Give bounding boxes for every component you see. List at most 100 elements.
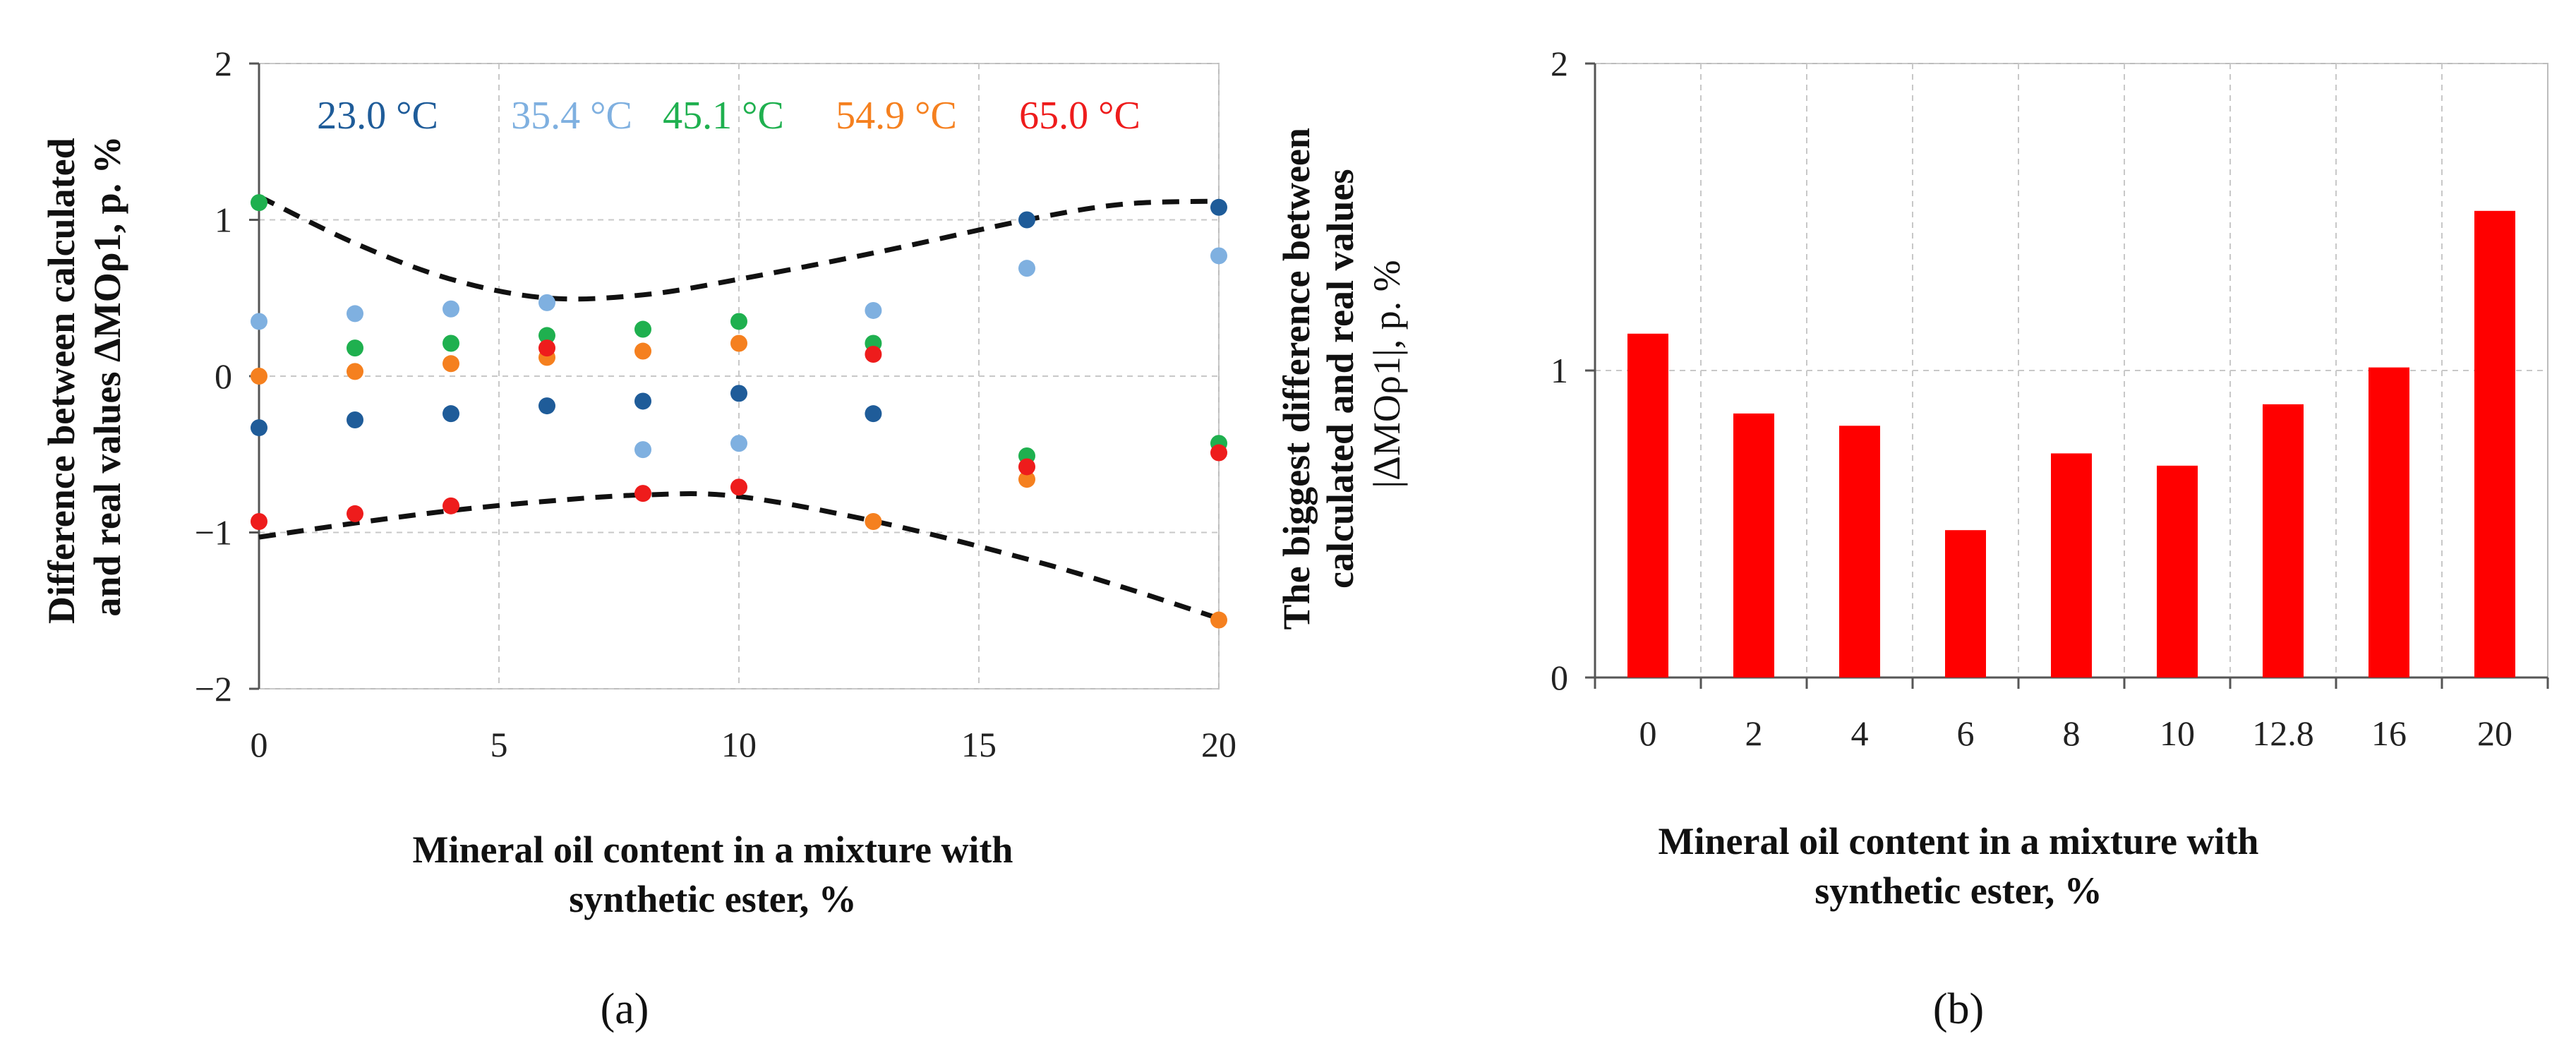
panel-a-point-354 xyxy=(443,300,459,318)
panel-b-bar-8 xyxy=(2051,453,2092,677)
panel-b-bar-10 xyxy=(2157,465,2198,677)
panel-a-point-549 xyxy=(730,335,747,352)
panel-a-legend-entry: 35.4 °C xyxy=(511,94,632,138)
panel-b-bar-16 xyxy=(2369,367,2409,677)
panel-a-point-451 xyxy=(538,327,555,344)
panel-a-y-axis-title-line-1: Difference between calculated xyxy=(40,138,83,624)
panel-a-label: (a) xyxy=(601,985,649,1033)
panel-b-x-tick-label: 6 xyxy=(1957,713,1975,753)
panel-a-point-451 xyxy=(347,339,363,357)
panel-a-x-tick-label: 15 xyxy=(961,725,997,764)
panel-a-point-549 xyxy=(634,342,651,360)
panel-a-x-axis-title-line-1: Mineral oil content in a mixture with xyxy=(413,829,1013,871)
panel-a-point-230 xyxy=(251,419,267,437)
panel-b-y-axis-title-line-3: |ΔMOρ1|, p. % xyxy=(1366,260,1408,488)
panel-a-lower-envelope-line xyxy=(258,491,1220,621)
panel-b-y-tick-label: 0 xyxy=(1551,658,1568,697)
panel-a-point-354 xyxy=(1018,260,1035,277)
panel-b-x-tick-label: 2 xyxy=(1745,713,1763,753)
panel-a-y-axis-title-line-2: and real values ΔMOρ1, p. % xyxy=(86,135,128,616)
panel-b-x-axis-title-line-2: synthetic ester, % xyxy=(1814,869,2102,912)
panel-a-point-230 xyxy=(1210,198,1227,216)
panel-a-point-230 xyxy=(634,392,651,410)
panel-a-point-451 xyxy=(730,313,747,330)
panel-a-point-549 xyxy=(251,368,267,385)
panel-a-y-tick-label: 1 xyxy=(215,200,232,240)
panel-b-x-tick-label: 0 xyxy=(1639,713,1657,753)
panel-b-bar-2 xyxy=(1733,413,1774,677)
panel-b-y-tick-label: 2 xyxy=(1551,44,1568,83)
panel-b-y-axis-title-line-1: The biggest difference between xyxy=(1275,128,1318,630)
panel-a-legend-entry: 45.1 °C xyxy=(663,94,784,138)
panel-b-x-tick-label: 4 xyxy=(1851,713,1869,753)
panel-a-point-354 xyxy=(634,441,651,459)
panel-a-point-650 xyxy=(730,478,747,496)
panel-a-x-ticks: 0 5 10 15 20 xyxy=(251,725,1237,764)
panel-a-point-650 xyxy=(347,505,363,522)
panel-b-y-ticks: 0 1 2 xyxy=(1551,44,1568,697)
panel-a-point-354 xyxy=(251,313,267,330)
panel-a-point-354 xyxy=(538,294,555,311)
panel-b-x-tick-label: 8 xyxy=(2063,713,2081,753)
panel-a-point-549 xyxy=(1210,611,1227,629)
panel-a-data-points xyxy=(251,194,1227,629)
panel-a-scatter-chart: −2 −1 0 1 2 0 5 10 15 20 23.0 °C 35.4 °C 45.1 °C 54… xyxy=(40,44,1236,1033)
panel-b-x-tick-label: 20 xyxy=(2477,713,2512,753)
panel-b-y-axis-title-line-2: calculated and real values xyxy=(1319,169,1361,589)
panel-a-point-451 xyxy=(251,194,267,212)
panel-b-x-ticks: 0 2 4 6 8 10 12.8 16 20 xyxy=(1639,713,2513,753)
panel-a-point-230 xyxy=(443,405,459,423)
panel-a-point-230 xyxy=(865,405,882,423)
panel-a-point-354 xyxy=(1210,247,1227,265)
panel-b-bar-4 xyxy=(1839,426,1880,677)
panel-a-legend-entry: 65.0 °C xyxy=(1019,94,1140,138)
panel-a-point-230 xyxy=(730,385,747,402)
panel-a-legend-entry: 23.0 °C xyxy=(317,94,438,138)
panel-a-envelope-lines xyxy=(258,194,1220,621)
panel-a-point-549 xyxy=(1018,471,1035,488)
panel-b-label: (b) xyxy=(1933,985,1984,1033)
panel-a-x-tick-label: 20 xyxy=(1201,725,1236,764)
panel-a-point-650 xyxy=(634,485,651,502)
panel-a-y-tick-label: 2 xyxy=(215,44,232,83)
panel-b-y-axis-title: The biggest difference between calculate… xyxy=(1275,119,1408,630)
panel-a-point-451 xyxy=(634,320,651,338)
panel-a-point-650 xyxy=(1210,444,1227,462)
panel-b-bars xyxy=(1627,210,2515,677)
panel-a-point-230 xyxy=(347,411,363,429)
panel-a-y-tick-label: −2 xyxy=(195,669,232,709)
panel-a-point-354 xyxy=(865,301,882,319)
panel-a-x-tick-label: 5 xyxy=(490,725,508,764)
panel-a-point-451 xyxy=(443,335,459,352)
panel-b-x-tick-label: 12.8 xyxy=(2252,713,2314,753)
panel-b-x-axis-title-line-1: Mineral oil content in a mixture with xyxy=(1659,820,2259,862)
panel-b-y-tick-label: 1 xyxy=(1551,351,1568,390)
panel-a-point-230 xyxy=(1018,211,1035,229)
panel-a-point-650 xyxy=(538,339,555,357)
panel-a-point-650 xyxy=(1018,458,1035,476)
panel-a-x-tick-label: 0 xyxy=(251,725,268,764)
panel-b-bar-12-8 xyxy=(2263,404,2304,677)
panel-a-point-650 xyxy=(251,512,267,530)
panel-a-y-ticks: −2 −1 0 1 2 xyxy=(195,44,232,709)
panel-a-y-tick-label: −1 xyxy=(195,513,232,553)
panel-b-bar-chart: 0 1 2 0 2 4 6 8 10 12.8 16 20 The biggest differen… xyxy=(1275,44,2549,1033)
panel-a-legend-entry: 54.9 °C xyxy=(836,94,957,138)
panel-b-bar-20 xyxy=(2474,210,2515,677)
panel-a-gridlines xyxy=(258,63,1220,689)
panel-b-x-tick-label: 10 xyxy=(2160,713,2195,753)
panel-b-x-tick-label: 16 xyxy=(2371,713,2407,753)
panel-b-bar-6 xyxy=(1945,530,1986,677)
panel-a-x-tick-label: 10 xyxy=(721,725,757,764)
panel-a-point-549 xyxy=(443,355,459,373)
panel-a-point-354 xyxy=(730,435,747,452)
panel-a-point-549 xyxy=(347,363,363,380)
panel-a-point-650 xyxy=(865,345,882,363)
panel-a-point-549 xyxy=(865,512,882,530)
panel-a-point-230 xyxy=(538,397,555,415)
panel-a-y-axis-title: Difference between calculated and real v… xyxy=(40,128,128,624)
panel-a-upper-envelope-line xyxy=(258,194,1220,302)
panel-a-y-tick-label: 0 xyxy=(215,356,232,396)
panel-b-bar-0 xyxy=(1627,333,1668,677)
